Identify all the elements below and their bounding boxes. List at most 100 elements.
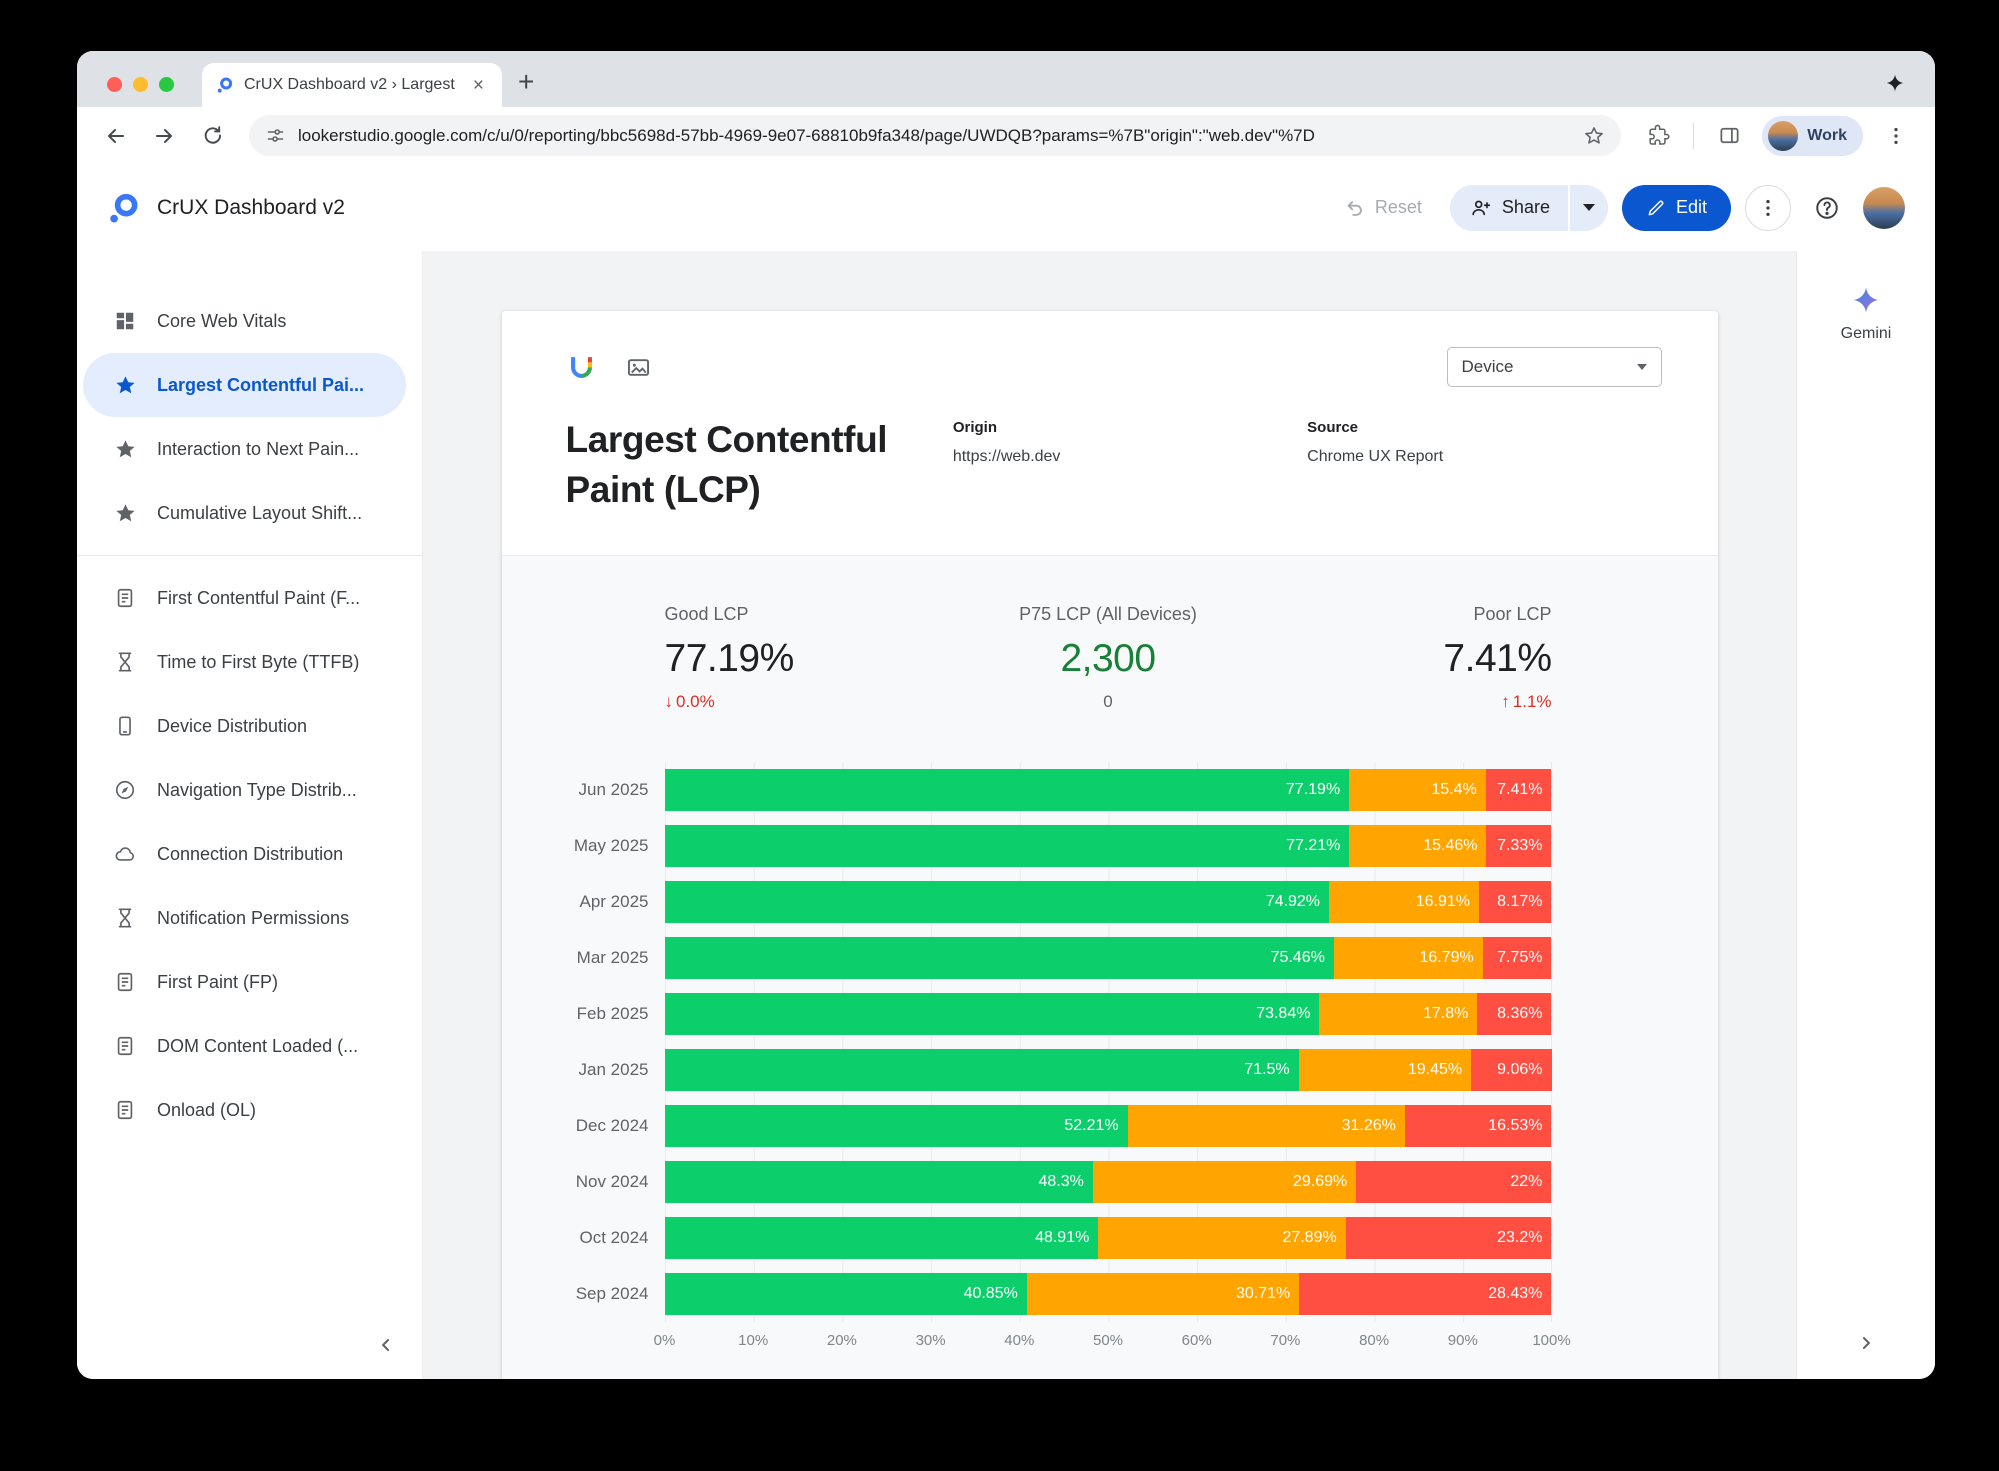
bar-segment-good[interactable]: 77.19% <box>664 768 1350 811</box>
bar-segment-needs-improvement[interactable]: 15.46% <box>1349 824 1487 867</box>
bar-segment-poor[interactable]: 23.2% <box>1345 1216 1552 1259</box>
sidebar-item-first-contentful-paint-f[interactable]: First Contentful Paint (F... <box>77 566 422 630</box>
user-avatar[interactable] <box>1863 186 1905 229</box>
sidebar-item-first-paint-fp[interactable]: First Paint (FP) <box>77 950 422 1014</box>
chart-category-label: May 2025 <box>573 835 649 855</box>
sidebar-item-label: Device Distribution <box>157 715 308 736</box>
bar-value-label: 71.5% <box>1244 1060 1290 1078</box>
bar-segment-good[interactable]: 74.92% <box>664 880 1330 923</box>
browser-toolbar: lookerstudio.google.com/c/u/0/reporting/… <box>77 107 1935 164</box>
sidebar-item-largest-contentful-pai[interactable]: Largest Contentful Pai... <box>83 353 406 417</box>
origin-value: https://web.dev <box>952 448 1061 465</box>
bar-segment-needs-improvement[interactable]: 15.4% <box>1349 768 1486 811</box>
bar-segment-good[interactable]: 40.85% <box>664 1272 1027 1315</box>
p75-lcp-value: 2,300 <box>1060 636 1156 680</box>
bar-segment-good[interactable]: 73.84% <box>664 992 1320 1035</box>
sidebar-item-time-to-first-byte-ttfb[interactable]: Time to First Byte (TTFB) <box>77 630 422 694</box>
bar-value-label: 15.46% <box>1423 836 1478 854</box>
sidebar-item-label: First Paint (FP) <box>157 971 279 992</box>
bar-segment-needs-improvement[interactable]: 27.89% <box>1098 1216 1346 1259</box>
sidebar-item-cumulative-layout-shift[interactable]: Cumulative Layout Shift... <box>77 481 422 545</box>
reset-button[interactable]: Reset <box>1330 197 1436 219</box>
gemini-sparkle-icon[interactable] <box>1851 285 1881 315</box>
back-icon[interactable] <box>95 115 137 157</box>
bar-segment-poor[interactable]: 7.41% <box>1485 768 1552 811</box>
url-text[interactable]: lookerstudio.google.com/c/u/0/reporting/… <box>298 125 1315 145</box>
sidebar-item-label: Cumulative Layout Shift... <box>157 502 363 523</box>
help-icon[interactable] <box>1805 186 1849 230</box>
close-window-button[interactable] <box>107 77 122 92</box>
chart-bar-row: 71.5% 19.45% 9.06% <box>664 1042 1552 1098</box>
browser-menu-kebab-icon[interactable] <box>1875 115 1917 157</box>
bar-segment-needs-improvement[interactable]: 31.26% <box>1127 1104 1405 1147</box>
sidebar-item-notification-permissions[interactable]: Notification Permissions <box>77 886 422 950</box>
bar-segment-good[interactable]: 52.21% <box>664 1104 1128 1147</box>
poor-lcp-value: 7.41% <box>1443 636 1552 680</box>
sidebar-item-dom-content-loaded[interactable]: DOM Content Loaded (... <box>77 1014 422 1078</box>
bookmark-star-icon[interactable] <box>1583 125 1605 147</box>
bar-segment-good[interactable]: 48.3% <box>664 1160 1093 1203</box>
bar-segment-needs-improvement[interactable]: 17.8% <box>1319 992 1478 1035</box>
bar-segment-poor[interactable]: 7.75% <box>1482 936 1552 979</box>
sidebar-item-connection-distribution[interactable]: Connection Distribution <box>77 822 422 886</box>
bar-value-label: 75.46% <box>1270 948 1325 966</box>
sidebar-item-navigation-type-distrib[interactable]: Navigation Type Distrib... <box>77 758 422 822</box>
poor-lcp-scorecard: Poor LCP 7.41% ↑ 1.1% <box>1256 604 1552 712</box>
sidebar-item-interaction-to-next-pain[interactable]: Interaction to Next Pain... <box>77 417 422 481</box>
bar-segment-good[interactable]: 71.5% <box>664 1048 1299 1091</box>
doc-icon <box>113 970 137 994</box>
side-panel-icon[interactable] <box>1708 115 1750 157</box>
more-options-kebab-icon[interactable] <box>1745 184 1791 231</box>
bar-segment-poor[interactable]: 7.33% <box>1486 824 1552 867</box>
device-filter-dropdown[interactable]: Device <box>1446 347 1662 387</box>
report-page-sidebar: Core Web Vitals Largest Contentful Pai...… <box>77 251 423 1379</box>
extensions-puzzle-icon[interactable] <box>1637 115 1679 157</box>
bar-segment-needs-improvement[interactable]: 16.91% <box>1329 880 1480 923</box>
sidebar-collapse-chevron-icon[interactable] <box>376 1335 396 1355</box>
p75-lcp-scorecard: P75 LCP (All Devices) 2,300 0 <box>960 604 1256 712</box>
sidebar-item-onload-ol[interactable]: Onload (OL) <box>77 1078 422 1142</box>
address-bar[interactable]: lookerstudio.google.com/c/u/0/reporting/… <box>249 115 1622 156</box>
bar-segment-needs-improvement[interactable]: 29.69% <box>1092 1160 1357 1203</box>
bar-segment-needs-improvement[interactable]: 16.79% <box>1333 936 1483 979</box>
bar-segment-needs-improvement[interactable]: 30.71% <box>1026 1272 1300 1315</box>
app-title: CrUX Dashboard v2 <box>157 195 345 219</box>
tab-title: CrUX Dashboard v2 › Largest <box>244 76 455 93</box>
site-settings-icon[interactable] <box>265 125 286 146</box>
bar-value-label: 29.69% <box>1292 1172 1348 1190</box>
sidebar-item-device-distribution[interactable]: Device Distribution <box>77 694 422 758</box>
source-label: Source <box>1307 419 1359 436</box>
minimize-window-button[interactable] <box>133 77 148 92</box>
bar-segment-poor[interactable]: 22% <box>1356 1160 1552 1203</box>
bar-segment-poor[interactable]: 8.17% <box>1479 880 1552 923</box>
bar-segment-good[interactable]: 48.91% <box>664 1216 1099 1259</box>
bar-segment-poor[interactable]: 28.43% <box>1299 1272 1552 1315</box>
expand-chevron-right-icon[interactable] <box>1856 1333 1876 1353</box>
sidebar-item-label: Largest Contentful Pai... <box>157 374 365 395</box>
profile-chip[interactable]: Work <box>1762 115 1863 156</box>
tab-close-icon[interactable]: × <box>472 74 484 96</box>
bar-segment-needs-improvement[interactable]: 19.45% <box>1298 1048 1472 1091</box>
sparkle-icon[interactable] <box>1885 73 1905 93</box>
report-canvas: Device Largest Contentful Paint (LCP) Or… <box>423 251 1796 1379</box>
star-icon <box>113 501 137 525</box>
share-button[interactable]: Share <box>1449 184 1568 231</box>
reload-icon[interactable] <box>191 115 233 157</box>
bar-segment-poor[interactable]: 9.06% <box>1471 1048 1552 1091</box>
x-axis-tick: 70% <box>1270 1331 1301 1349</box>
bar-segment-poor[interactable]: 16.53% <box>1404 1104 1552 1147</box>
bar-segment-good[interactable]: 77.21% <box>664 824 1350 867</box>
profile-avatar <box>1768 120 1799 151</box>
maximize-window-button[interactable] <box>159 77 174 92</box>
good-lcp-scorecard: Good LCP 77.19% ↓ 0.0% <box>665 604 961 712</box>
forward-icon[interactable] <box>143 115 185 157</box>
window-controls <box>107 77 174 92</box>
bar-segment-good[interactable]: 75.46% <box>664 936 1334 979</box>
new-tab-button[interactable]: + <box>518 66 535 97</box>
bar-value-label: 15.4% <box>1431 780 1477 798</box>
sidebar-item-core-web-vitals[interactable]: Core Web Vitals <box>77 289 422 353</box>
bar-segment-poor[interactable]: 8.36% <box>1477 992 1552 1035</box>
edit-button[interactable]: Edit <box>1621 184 1731 231</box>
share-dropdown-button[interactable] <box>1569 184 1608 231</box>
browser-tab[interactable]: CrUX Dashboard v2 › Largest × <box>202 63 502 107</box>
